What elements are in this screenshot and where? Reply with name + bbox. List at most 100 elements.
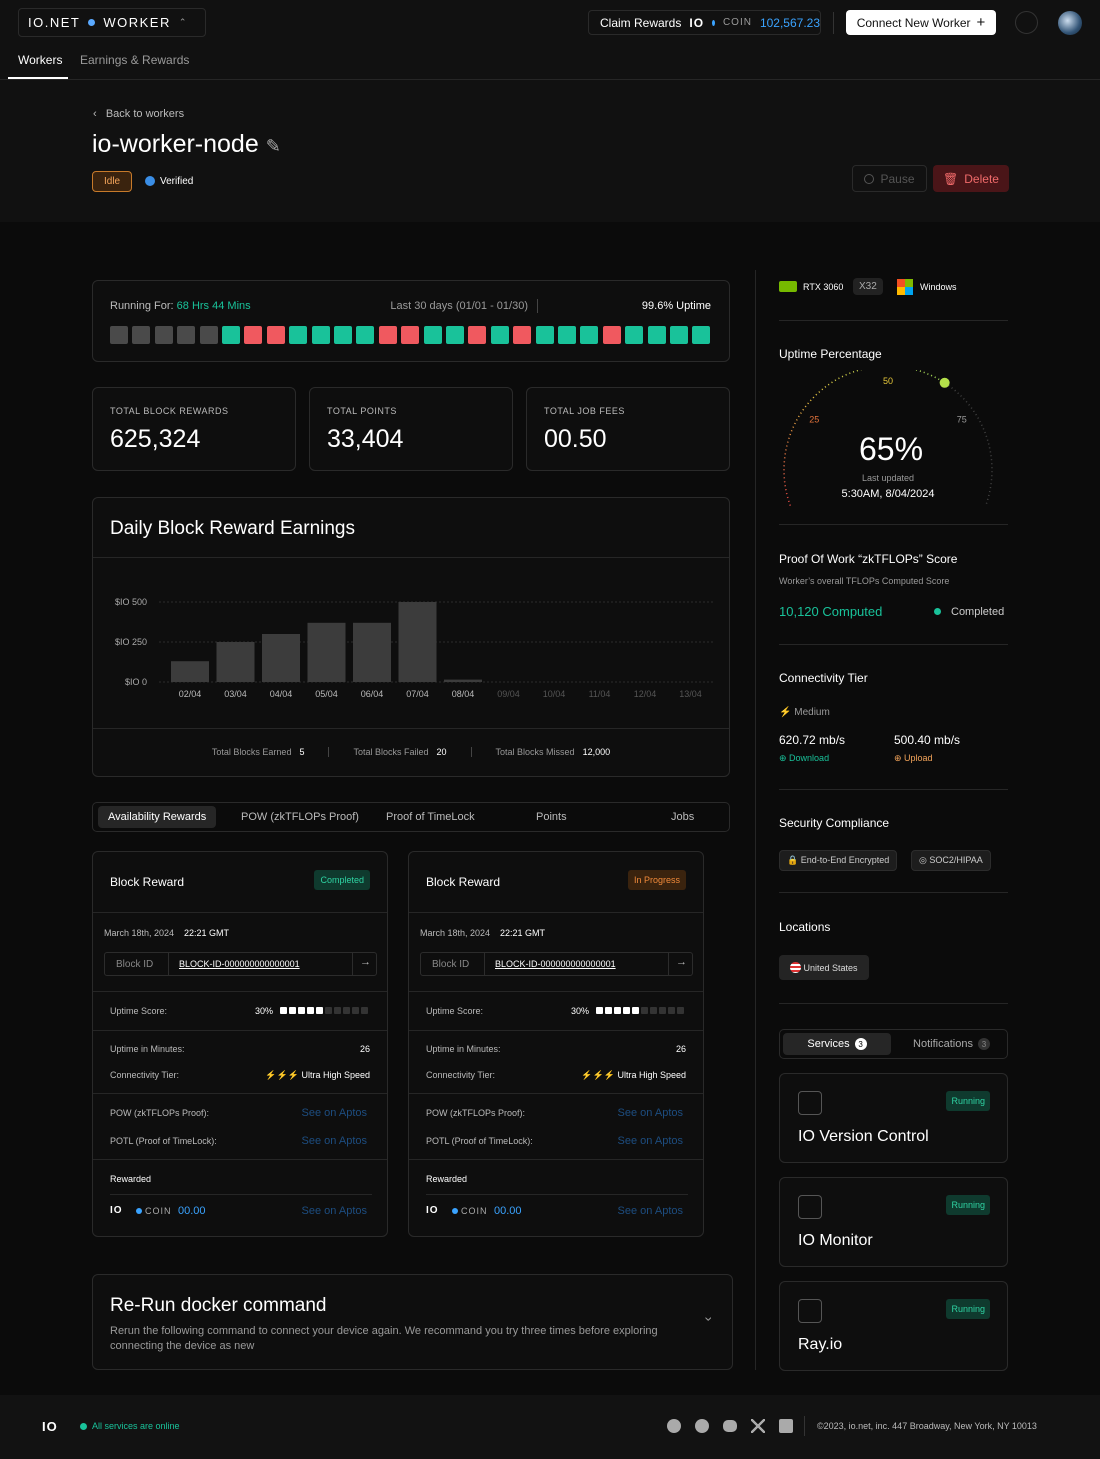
- social-links: [667, 1419, 793, 1433]
- top-region: [0, 0, 1100, 222]
- x[interactable]: [751, 1419, 765, 1433]
- uptime-bar: [343, 1007, 350, 1014]
- bar: [216, 642, 255, 682]
- linkedin[interactable]: [779, 1419, 793, 1433]
- uptime-day: [580, 326, 599, 344]
- link[interactable]: See on Aptos: [301, 1135, 367, 1147]
- block-id[interactable]: BLOCK-ID-000000000000001: [179, 959, 300, 969]
- connect-label: Connect New Worker: [856, 15, 971, 30]
- footer-status: All services are online: [92, 1421, 180, 1431]
- side-tab[interactable]: Notifications 3: [899, 1033, 1004, 1055]
- chart-card: Daily Block Reward Earnings $IO 0 $IO 250…: [92, 497, 730, 777]
- github[interactable]: [667, 1419, 681, 1433]
- coin-name: COIN: [722, 17, 752, 28]
- tab[interactable]: Earnings & Rewards: [80, 53, 190, 67]
- minutes: 26: [675, 1044, 686, 1054]
- minutes-label: Uptime in Minutes:: [426, 1044, 501, 1054]
- summary-label: Total Blocks Failed: [353, 747, 429, 757]
- service-card[interactable]: Running IO Version Control: [779, 1073, 1008, 1163]
- uptime-bar: [361, 1007, 368, 1014]
- verified-label: Verified: [160, 176, 194, 187]
- detail-tab[interactable]: POW (zkTFLOPs Proof): [241, 811, 359, 823]
- coin-dot: [452, 1208, 458, 1214]
- uptime-bar: [280, 1007, 287, 1014]
- link[interactable]: See on Aptos: [617, 1135, 683, 1147]
- uptime-day: [401, 326, 420, 344]
- worker-name-text: io-worker-node: [92, 130, 259, 158]
- card-date: March 18th, 2024: [420, 928, 491, 938]
- service-card[interactable]: Running IO Monitor: [779, 1177, 1008, 1267]
- avatar[interactable]: [1058, 11, 1082, 35]
- block-id[interactable]: BLOCK-ID-000000000000001: [495, 959, 616, 969]
- discord[interactable]: [723, 1420, 737, 1432]
- x-tick-label: 03/04: [224, 689, 247, 699]
- claim-label: Claim Rewards: [600, 15, 682, 30]
- divider: [409, 1093, 703, 1094]
- back-link[interactable]: ‹ Back to workers: [93, 108, 185, 120]
- bar: [444, 679, 482, 682]
- detail-tab[interactable]: Points: [536, 811, 567, 823]
- uptime-day: [625, 326, 644, 344]
- telegram[interactable]: [695, 1419, 709, 1433]
- divider: [328, 747, 330, 757]
- side-tab[interactable]: Services 3: [783, 1033, 891, 1055]
- uptime-day: [446, 326, 464, 344]
- bell-button[interactable]: [1015, 11, 1038, 34]
- connect-worker-button[interactable]: Connect New Worker +: [846, 10, 996, 35]
- tab[interactable]: Workers: [18, 53, 63, 67]
- uptime-day: [468, 326, 487, 344]
- pow-label: POW (zkTFLOPs Proof):: [110, 1108, 210, 1118]
- link[interactable]: See on Aptos: [301, 1205, 367, 1217]
- tab-count: 3: [977, 1038, 990, 1050]
- upload-label: Upload: [904, 753, 933, 763]
- service-icon: [798, 1299, 822, 1323]
- delete-button[interactable]: 🗑 Delete: [933, 165, 1009, 192]
- uptime-day: [378, 326, 397, 344]
- link[interactable]: See on Aptos: [617, 1107, 683, 1119]
- gpu: RTX 3060: [803, 282, 844, 292]
- uptime-day: [289, 326, 308, 344]
- chevron: ›: [701, 1316, 718, 1322]
- summary-value: 12,000: [582, 747, 611, 757]
- uptime-day: [154, 326, 173, 344]
- divider: [93, 1159, 387, 1160]
- divider: [426, 1194, 688, 1195]
- divider: [93, 912, 387, 913]
- arrow[interactable]: →: [676, 956, 687, 968]
- pow-computed: 10,120 Computed: [779, 604, 883, 619]
- divider: [409, 991, 703, 992]
- link[interactable]: See on Aptos: [301, 1107, 367, 1119]
- os-icon: [897, 279, 913, 295]
- back-label: Back to workers: [105, 108, 185, 120]
- detail-tab[interactable]: Jobs: [671, 811, 695, 823]
- detail-tab[interactable]: Proof of TimeLock: [386, 811, 475, 823]
- uptime-bar: [677, 1007, 684, 1014]
- uptime-day: [692, 326, 711, 344]
- detail-tab[interactable]: Availability Rewards: [98, 806, 217, 828]
- card-time: 22:21 GMT: [184, 928, 230, 938]
- product-switcher[interactable]: IO.NET WORKER ⌃: [18, 8, 206, 37]
- link[interactable]: See on Aptos: [617, 1205, 683, 1217]
- uptime-day: [647, 326, 666, 344]
- divider: [779, 789, 1008, 790]
- total-card: TOTAL JOB FEES 00.50: [526, 387, 730, 471]
- minutes: 26: [359, 1044, 370, 1054]
- service-card[interactable]: Running Ray.io: [779, 1281, 1008, 1371]
- uptime-bar: [650, 1007, 657, 1014]
- tab-underline: [8, 77, 68, 79]
- tier: ⚡⚡⚡ Ultra High Speed: [265, 1070, 370, 1081]
- pause-button[interactable]: Pause: [852, 165, 927, 192]
- divider: [779, 320, 1008, 321]
- pow-title: Proof Of Work “zkTFLOPs” Score: [779, 552, 958, 566]
- rerun-card[interactable]: Re-Run docker command Rerun the followin…: [92, 1274, 733, 1370]
- coin-amount: 102,567.23: [759, 15, 820, 30]
- download-label: Download: [789, 753, 830, 763]
- uptime-bar: [325, 1007, 332, 1014]
- edit-icon[interactable]: ✎: [265, 136, 281, 156]
- divider: [833, 12, 834, 34]
- block-label: Block ID: [432, 959, 470, 970]
- arrow[interactable]: →: [360, 956, 371, 968]
- claim-rewards[interactable]: Claim Rewards IO COIN 102,567.23: [588, 10, 821, 35]
- y-tick-label: $IO 0: [125, 677, 147, 687]
